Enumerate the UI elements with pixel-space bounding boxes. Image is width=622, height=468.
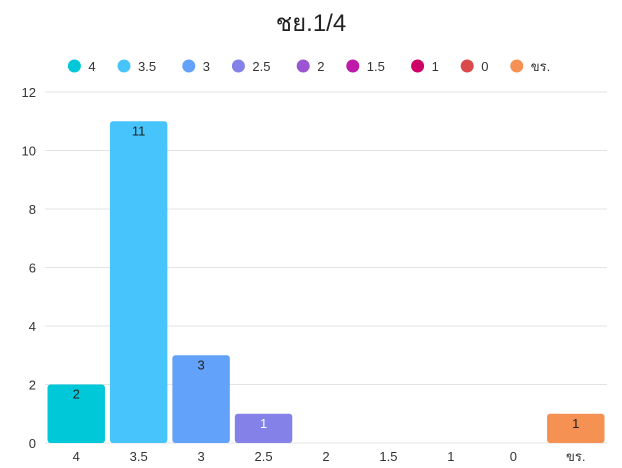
x-tick-label: 2 (322, 449, 329, 464)
y-tick-label: 12 (22, 85, 36, 100)
bar (547, 413, 605, 443)
legend-label: 4 (88, 59, 95, 74)
legend-item: 0 (460, 59, 488, 74)
x-tick-label: ขร. (566, 449, 585, 464)
legend-label: 2 (317, 59, 324, 74)
data-label: 1 (260, 416, 267, 431)
legend-item: 4 (67, 59, 96, 74)
y-tick-label: 8 (29, 202, 36, 217)
legend-swatch (411, 59, 425, 73)
x-tick-label: 4 (73, 449, 80, 464)
legend-swatch (296, 59, 310, 73)
legend-item: 1.5 (346, 59, 385, 74)
legend-swatch (346, 59, 360, 73)
legend-swatch (460, 59, 474, 73)
legend-item: 2.5 (231, 59, 270, 74)
legend-item: ขร. (510, 59, 550, 74)
legend-label: 3 (203, 59, 210, 74)
y-tick-label: 2 (29, 378, 36, 393)
bar (47, 384, 105, 443)
legend-label: 3.5 (138, 59, 156, 74)
y-axis: 0 2 4 6 8 10 12 (22, 85, 36, 451)
chart-legend: 4 3.5 3 2.5 2 1.5 1 0 ขร. (67, 59, 550, 74)
legend-label: 1 (432, 59, 439, 74)
legend-item: 2 (296, 59, 324, 74)
legend-item: 3 (182, 59, 210, 74)
legend-label: 2.5 (252, 59, 270, 74)
x-tick-label: 1 (447, 449, 454, 464)
legend-label: ขร. (531, 59, 550, 74)
legend-label: 0 (481, 59, 488, 74)
data-label: 3 (197, 357, 204, 372)
x-tick-label: 3.5 (130, 449, 148, 464)
y-tick-label: 4 (29, 319, 36, 334)
data-label: 2 (73, 387, 80, 402)
chart-title: ชย.1/4 (276, 10, 346, 37)
x-tick-label: 3 (197, 449, 204, 464)
legend-swatch (231, 59, 245, 73)
legend-item: 3.5 (117, 59, 156, 74)
y-tick-label: 0 (29, 436, 36, 451)
legend-swatch (182, 59, 196, 73)
x-tick-label: 2.5 (255, 449, 273, 464)
legend-swatch (510, 59, 524, 73)
legend-swatch (67, 59, 81, 73)
x-tick-label: 1.5 (379, 449, 397, 464)
data-label: 11 (132, 123, 146, 138)
y-tick-label: 6 (29, 261, 36, 276)
bar (172, 355, 230, 443)
legend-swatch (117, 59, 131, 73)
legend-item: 1 (411, 59, 439, 74)
legend-label: 1.5 (367, 59, 385, 74)
x-axis: 4 3.5 3 2.5 2 1.5 1 0 ขร. (73, 449, 586, 464)
bar (109, 121, 168, 443)
x-tick-label: 0 (510, 449, 517, 464)
data-label: 1 (572, 416, 579, 431)
y-tick-label: 10 (22, 144, 36, 159)
bar (234, 413, 293, 443)
